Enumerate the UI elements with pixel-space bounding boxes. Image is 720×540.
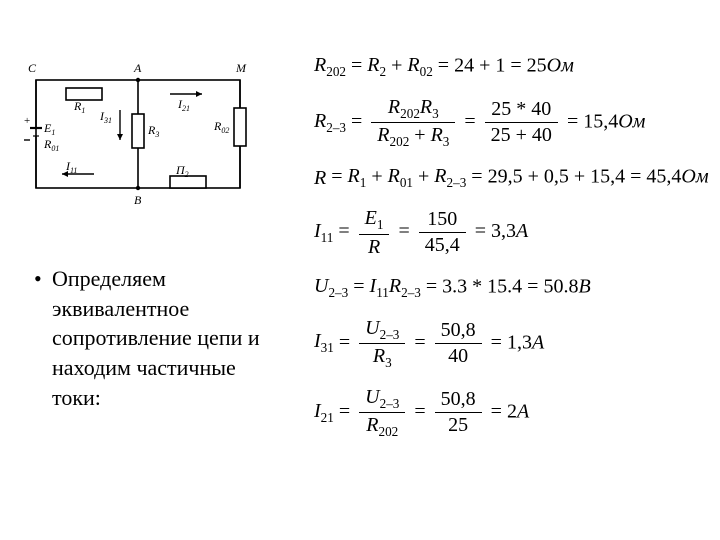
equation-7: I21 = U2–3 R202 = 50,8 25 = 2A: [314, 386, 704, 439]
equation-4: I11 = E1 R = 150 45,4 = 3,3A: [314, 207, 704, 258]
equation-2: R2–3 = R202R3 R202 + R3 = 25 * 40 25 + 4…: [314, 96, 704, 149]
node-a-label: A: [133, 61, 142, 75]
r02-label: R02: [213, 119, 229, 135]
node-c-label: C: [28, 61, 37, 75]
node-b-label: B: [134, 193, 142, 207]
equation-5: U2–3 = I11R2–3 = 3.3 * 15.4 = 50.8В: [314, 275, 704, 301]
p2-label: П2: [175, 163, 189, 179]
bullet-block: •Определяем эквивалентное сопротивление …: [34, 264, 284, 412]
i21-label: I21: [177, 97, 190, 113]
circuit-diagram: + C A M B R1 R3 R02 П2 E1 R01: [20, 58, 256, 216]
slide-root: + C A M B R1 R3 R02 П2 E1 R01: [0, 0, 720, 540]
circuit-svg: + C A M B R1 R3 R02 П2 E1 R01: [20, 58, 256, 216]
node-m-label: M: [235, 61, 247, 75]
e1-label: E1: [43, 121, 55, 137]
r01-label: R01: [43, 137, 59, 153]
r3-label: R3: [147, 123, 159, 139]
bullet-text: Определяем эквивалентное сопротивление ц…: [52, 264, 272, 412]
equation-1: R202 = R2 + R02 = 24 + 1 = 25Ом: [314, 54, 704, 80]
svg-text:+: +: [24, 115, 30, 127]
i11-label: I11: [65, 159, 77, 175]
i31-label: I31: [99, 109, 112, 125]
equation-3: R = R1 + R01 + R2–3 = 29,5 + 0,5 + 15,4 …: [314, 165, 704, 191]
equations-block: R202 = R2 + R02 = 24 + 1 = 25Ом R2–3 = R…: [314, 54, 704, 455]
r1-label: R1: [73, 99, 85, 115]
equation-6: I31 = U2–3 R3 = 50,8 40 = 1,3A: [314, 317, 704, 370]
bullet-dot: •: [34, 264, 52, 294]
